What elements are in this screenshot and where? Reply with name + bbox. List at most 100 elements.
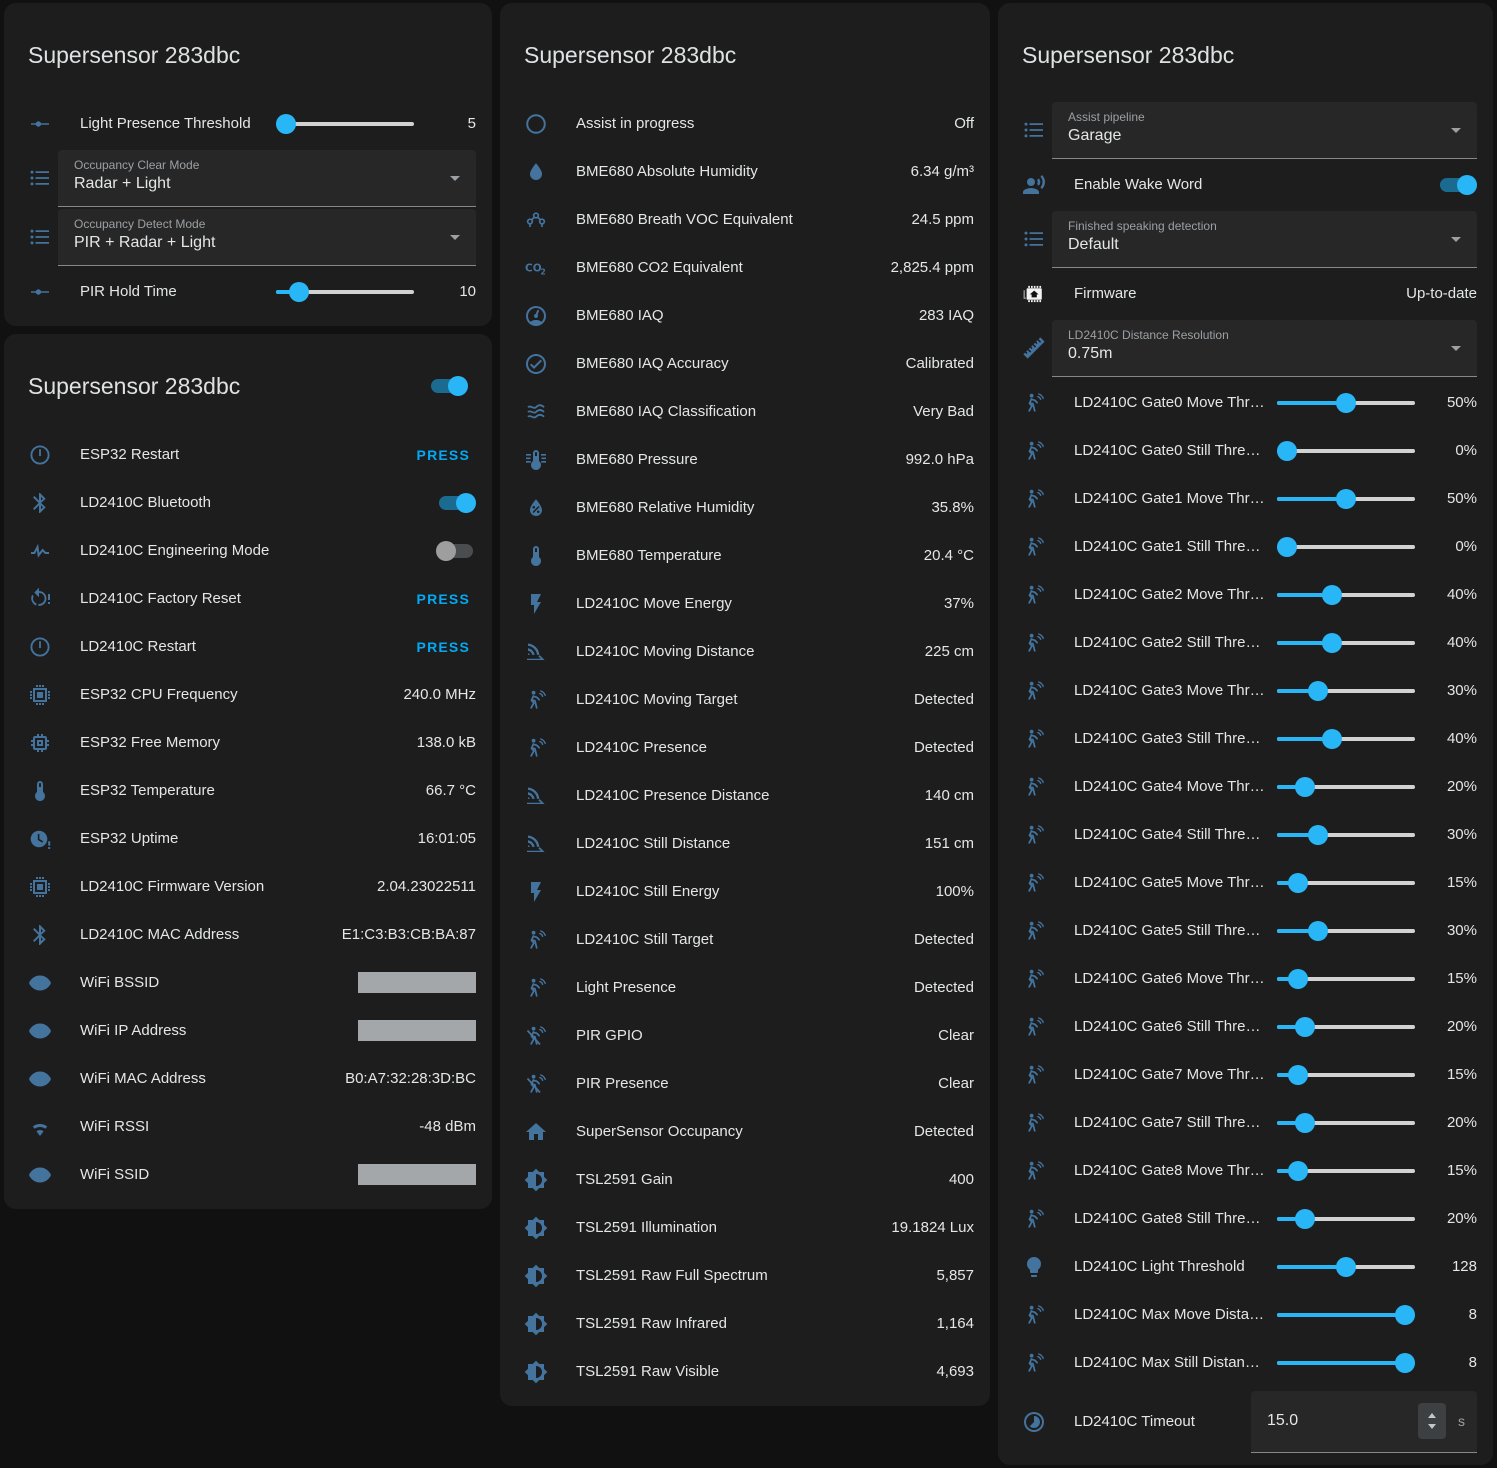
slider-track[interactable] — [1277, 1168, 1415, 1173]
ld2410c-gate2-still-thres-slider[interactable] — [1277, 632, 1415, 653]
ld2410c-factory-reset-press-button[interactable]: PRESS — [411, 589, 476, 609]
number-stepper[interactable] — [1418, 1403, 1446, 1440]
entity-label: LD2410C Gate0 Move Thr… — [1074, 394, 1265, 412]
slider-knob[interactable] — [1322, 728, 1343, 749]
entity-value: 2.04.23022511 — [377, 878, 476, 896]
slider-track[interactable] — [276, 289, 414, 294]
entity-label: BME680 IAQ Accuracy — [576, 355, 729, 373]
ld2410c-gate5-still-thres-slider[interactable] — [1277, 920, 1415, 941]
slider-knob[interactable] — [1322, 584, 1343, 605]
ld2410c-gate1-still-thres-slider[interactable] — [1277, 536, 1415, 557]
ld2410c-gate7-move-thr-slider[interactable] — [1277, 1064, 1415, 1085]
entity-label: PIR Presence — [576, 1075, 669, 1093]
ld2410c-gate4-move-thr-slider[interactable] — [1277, 776, 1415, 797]
column-3: Supersensor 283dbc Assist pipeline Garage E… — [998, 3, 1493, 1465]
slider-track[interactable] — [1277, 1072, 1415, 1077]
slider-knob[interactable] — [1336, 1256, 1356, 1277]
slider-track[interactable] — [1277, 1024, 1415, 1029]
ld2410c-distance-resolution-select[interactable]: LD2410C Distance Resolution 0.75m — [1052, 319, 1477, 377]
slider-knob[interactable] — [289, 281, 310, 302]
ld2410c-restart-press-button[interactable]: PRESS — [411, 637, 476, 657]
slider-knob[interactable] — [1336, 392, 1356, 413]
ld2410c-engineering-mode-toggle[interactable] — [436, 540, 476, 561]
esp32-restart-press-button[interactable]: PRESS — [411, 445, 476, 465]
row-ld2410c-light-threshold: LD2410C Light Threshold 128 — [1014, 1243, 1477, 1291]
row-pir-gpio-main: PIR GPIO Clear — [576, 1027, 974, 1044]
stepper-up-icon[interactable] — [1428, 1413, 1436, 1419]
slider-track[interactable] — [1277, 880, 1415, 885]
occupancy-detect-mode-select[interactable]: Occupancy Detect Mode PIR + Radar + Light — [58, 208, 476, 266]
row-ld2410c-max-move-dista-main: LD2410C Max Move Dista… 8 — [1074, 1304, 1477, 1325]
slider-knob[interactable] — [1294, 776, 1315, 797]
slider-knob[interactable] — [1308, 920, 1329, 941]
slider-knob[interactable] — [1395, 1352, 1415, 1373]
slider-knob[interactable] — [1308, 680, 1329, 701]
row-occupancy-detect-mode-main: Occupancy Detect Mode PIR + Radar + Light — [58, 208, 476, 266]
ld2410c-gate0-move-thr-slider[interactable] — [1277, 392, 1415, 413]
enable-wake-word-toggle[interactable] — [1437, 174, 1477, 195]
ld2410c-gate2-move-thr-slider[interactable] — [1277, 584, 1415, 605]
ld2410c-gate6-still-thres-slider[interactable] — [1277, 1016, 1415, 1037]
entity-label: BME680 CO2 Equivalent — [576, 259, 743, 277]
slider-knob[interactable] — [1395, 1304, 1415, 1325]
stepper-down-icon[interactable] — [1428, 1424, 1436, 1430]
slider-track[interactable] — [1277, 592, 1415, 597]
entity-value: 100% — [935, 883, 974, 901]
ld2410c-light-threshold-slider[interactable] — [1277, 1256, 1415, 1277]
slider-knob[interactable] — [1287, 1064, 1308, 1085]
ld2410c-max-still-distanc-slider[interactable] — [1277, 1352, 1415, 1373]
slider-track[interactable] — [1277, 736, 1415, 741]
slider-knob[interactable] — [1294, 1208, 1315, 1229]
slider-track[interactable] — [1277, 688, 1415, 693]
ld2410c-gate6-move-thr-slider[interactable] — [1277, 968, 1415, 989]
ld2410c-max-move-dista-slider[interactable] — [1277, 1304, 1415, 1325]
slider-knob[interactable] — [1294, 1016, 1315, 1037]
brightness-icon — [524, 1312, 548, 1336]
slider-knob[interactable] — [1322, 632, 1343, 653]
ld2410c-gate5-move-thr-slider[interactable] — [1277, 872, 1415, 893]
slider-knob[interactable] — [1287, 872, 1308, 893]
row-ld2410c-firmware-version: LD2410C Firmware Version 2.04.23022511 — [20, 863, 476, 911]
chevron-down-icon — [1451, 127, 1461, 133]
slider-track[interactable] — [1277, 1120, 1415, 1125]
occupancy-clear-mode-select[interactable]: Occupancy Clear Mode Radar + Light — [58, 149, 476, 207]
slider-knob[interactable] — [1287, 1160, 1308, 1181]
slider-track[interactable] — [1277, 928, 1415, 933]
list-icon — [1022, 227, 1046, 251]
ld2410c-gate7-still-thres-slider[interactable] — [1277, 1112, 1415, 1133]
ld2410c-gate8-move-thr-slider[interactable] — [1277, 1160, 1415, 1181]
slider-knob[interactable] — [1277, 440, 1297, 461]
pir-hold-time-slider[interactable] — [276, 281, 414, 302]
ld2410c-gate4-still-thres-slider[interactable] — [1277, 824, 1415, 845]
finished-speaking-detection-select[interactable]: Finished speaking detection Default — [1052, 210, 1477, 268]
slider-knob[interactable] — [1294, 1112, 1315, 1133]
ld2410c-timeout-number-input[interactable]: 15.0 s — [1251, 1390, 1477, 1453]
assist-pipeline-select[interactable]: Assist pipeline Garage — [1052, 101, 1477, 159]
slider-fill — [1277, 880, 1298, 885]
slider-track[interactable] — [1277, 976, 1415, 981]
ld2410c-gate3-move-thr-slider[interactable] — [1277, 680, 1415, 701]
ld2410c-gate0-still-thres-slider[interactable] — [1277, 440, 1415, 461]
slider-value: 15% — [1446, 1066, 1477, 1084]
entity-label: LD2410C Gate1 Move Thr… — [1074, 490, 1265, 508]
ld2410c-gate1-move-thr-slider[interactable] — [1277, 488, 1415, 509]
slider-knob[interactable] — [1308, 824, 1329, 845]
slider-knob[interactable] — [276, 113, 296, 134]
slider-track[interactable] — [1277, 544, 1415, 549]
slider-knob[interactable] — [1287, 968, 1308, 989]
slider-track[interactable] — [1277, 640, 1415, 645]
slider-track[interactable] — [1277, 784, 1415, 789]
card-master-toggle[interactable] — [428, 376, 468, 397]
ld2410c-bluetooth-toggle[interactable] — [436, 492, 476, 513]
slider-track[interactable] — [276, 121, 414, 126]
ld2410c-gate3-still-thres-slider[interactable] — [1277, 728, 1415, 749]
slider-track[interactable] — [1277, 1216, 1415, 1221]
light-presence-threshold-slider[interactable] — [276, 113, 414, 134]
motion-sensor-icon — [1022, 1207, 1046, 1231]
slider-knob[interactable] — [1336, 488, 1356, 509]
slider-knob[interactable] — [1277, 536, 1297, 557]
ld2410c-gate8-still-thres-slider[interactable] — [1277, 1208, 1415, 1229]
slider-track[interactable] — [1277, 448, 1415, 453]
slider-track[interactable] — [1277, 832, 1415, 837]
row-ld2410c-engineering-mode: LD2410C Engineering Mode — [20, 527, 476, 575]
